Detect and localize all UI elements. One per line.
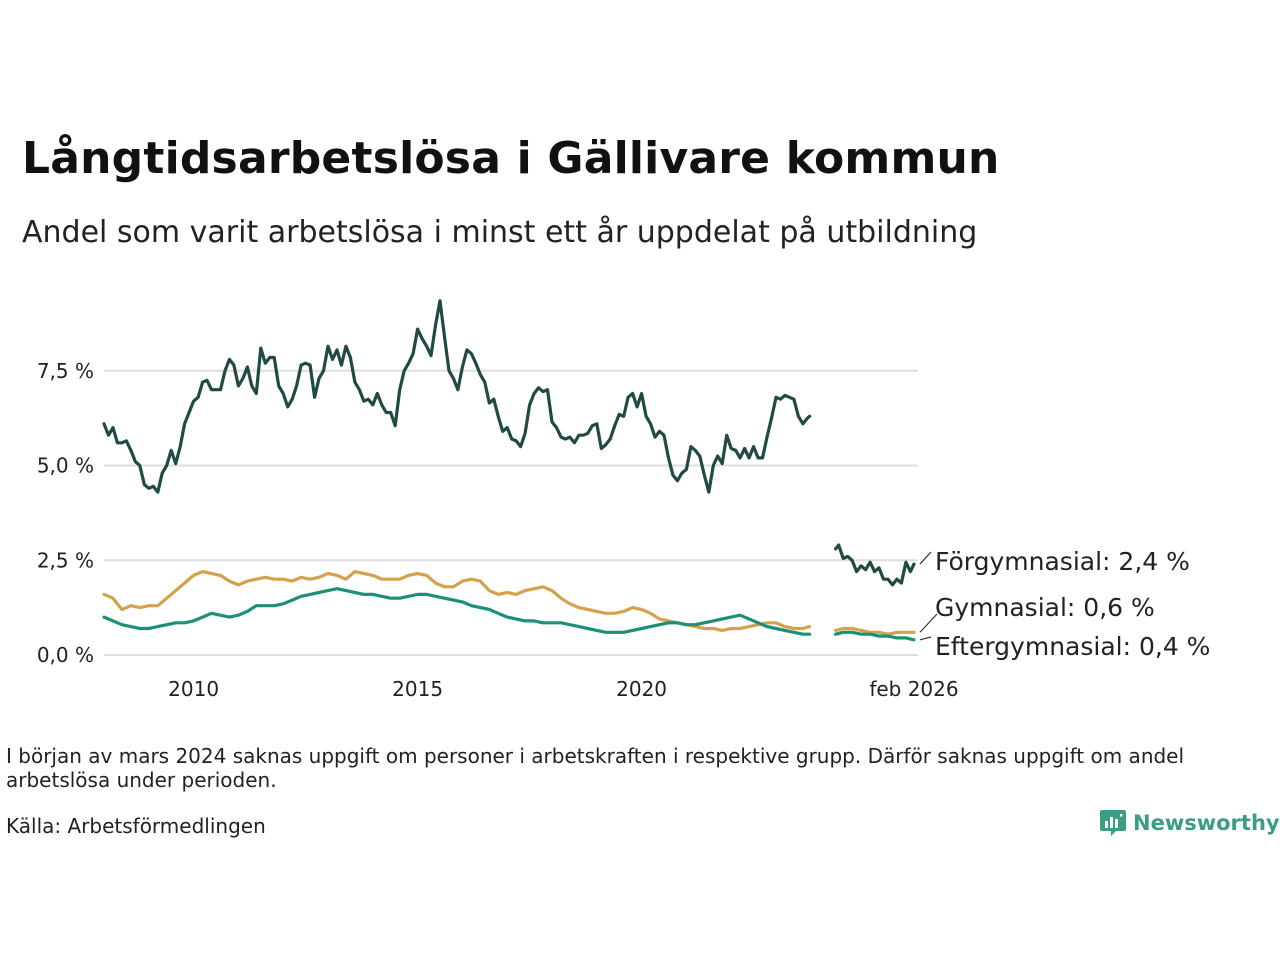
x-tick-label: 2020 bbox=[616, 677, 667, 701]
newsworthy-logo: Newsworthy bbox=[1099, 808, 1280, 838]
source-text: Källa: Arbetsförmedlingen bbox=[6, 814, 266, 838]
y-tick-label: 7,5 % bbox=[37, 359, 94, 383]
series-line-förgymnasial-after-gap bbox=[834, 543, 916, 587]
series-end-labels: Förgymnasial: 2,4 % Gymnasial: 0,6 % Efter… bbox=[919, 547, 1210, 661]
chart-title: Långtidsarbetslösa i Gällivare kommun bbox=[22, 133, 1000, 184]
x-tick-label: feb 2026 bbox=[869, 677, 958, 701]
series-line-gymnasial-after-gap bbox=[834, 626, 916, 636]
newsworthy-logo-text: Newsworthy bbox=[1133, 811, 1280, 835]
gridlines bbox=[104, 369, 918, 656]
x-tick-label: 2010 bbox=[168, 677, 219, 701]
x-tick-label: 2015 bbox=[392, 677, 443, 701]
y-axis-ticks: 0,0 % 2,5 % 5,0 % 7,5 % bbox=[37, 359, 94, 667]
series-lines bbox=[102, 299, 916, 642]
y-tick-label: 0,0 % bbox=[37, 643, 94, 667]
end-label-förgymnasial: Förgymnasial: 2,4 % bbox=[935, 547, 1190, 576]
chart-subtitle: Andel som varit arbetslösa i minst ett å… bbox=[22, 215, 978, 250]
series-line-förgymnasial-before-gap bbox=[102, 299, 812, 494]
series-line-eftergymnasial-after-gap bbox=[834, 630, 916, 642]
y-tick-label: 5,0 % bbox=[37, 454, 94, 478]
series-line-eftergymnasial-before-gap bbox=[102, 587, 812, 636]
footnote: I början av mars 2024 saknas uppgift om … bbox=[6, 744, 1185, 792]
end-label-gymnasial: Gymnasial: 0,6 % bbox=[935, 593, 1155, 622]
end-label-eftergymnasial: Eftergymnasial: 0,4 % bbox=[935, 632, 1210, 661]
end-label-leader bbox=[919, 551, 932, 565]
end-label-leader bbox=[919, 636, 932, 641]
x-axis-ticks: 2010 2015 2020 feb 2026 bbox=[168, 677, 958, 701]
end-label-leader bbox=[919, 613, 938, 633]
y-tick-label: 2,5 % bbox=[37, 548, 94, 572]
newsworthy-logo-icon bbox=[1100, 810, 1126, 836]
